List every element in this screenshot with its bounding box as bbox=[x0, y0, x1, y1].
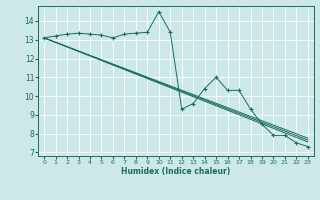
X-axis label: Humidex (Indice chaleur): Humidex (Indice chaleur) bbox=[121, 167, 231, 176]
